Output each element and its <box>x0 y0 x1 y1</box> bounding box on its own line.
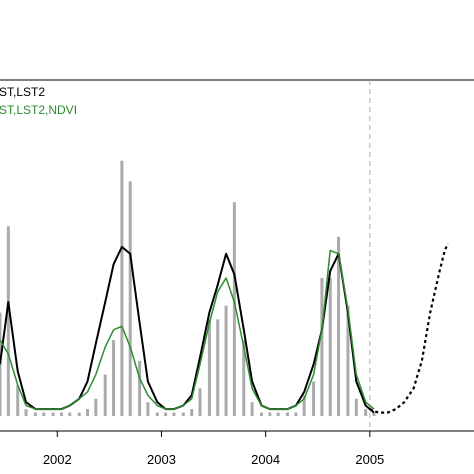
legend-label: ST,LST2 <box>0 85 45 99</box>
x-tick-label: 2003 <box>147 452 176 467</box>
series-line-1 <box>0 249 375 410</box>
legend-label: ST,LST2,NDVI <box>0 103 77 117</box>
series-line-forecast <box>369 243 449 414</box>
plot-area: 2002 2003 2004 2005 <box>0 79 474 467</box>
legend: ST,LST2 ST,LST2,NDVI <box>0 85 77 117</box>
x-tick-label: 2004 <box>251 452 280 467</box>
series-line-0 <box>0 245 375 414</box>
x-tick-label: 2002 <box>43 452 72 467</box>
x-tick-label: 2005 <box>355 452 384 467</box>
